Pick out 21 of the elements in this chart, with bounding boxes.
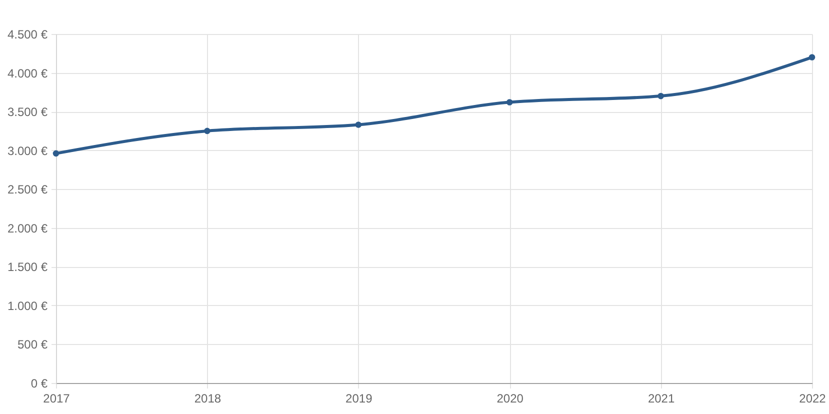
y-tick-label: 1.000 €	[7, 298, 48, 313]
y-tick-label: 1.500 €	[7, 260, 48, 274]
y-tick-label: 4.000 €	[7, 66, 48, 80]
point	[204, 128, 210, 134]
x-tick-label: 2019	[346, 392, 373, 406]
x-tick-label: 2022	[799, 392, 826, 406]
y-tick-label: 3.500 €	[7, 105, 48, 120]
x-tick-label: 2020	[496, 392, 524, 406]
y-tick-label: 500 €	[17, 338, 48, 352]
y-tick-label: 3.000 €	[7, 144, 48, 158]
point	[808, 54, 816, 60]
y-tick-label: 2.000 €	[7, 221, 48, 236]
x-tick-label: 2018	[194, 392, 222, 406]
y-tick-label: 0 €	[30, 376, 48, 390]
y-tick-label: 4.500 €	[7, 28, 48, 42]
point	[355, 122, 362, 128]
point	[658, 92, 664, 100]
x-tick-label: 2017	[43, 392, 70, 406]
y-tick-label: 2.500 €	[7, 182, 48, 197]
x-tick-label: 2021	[648, 392, 675, 406]
point	[506, 99, 513, 106]
